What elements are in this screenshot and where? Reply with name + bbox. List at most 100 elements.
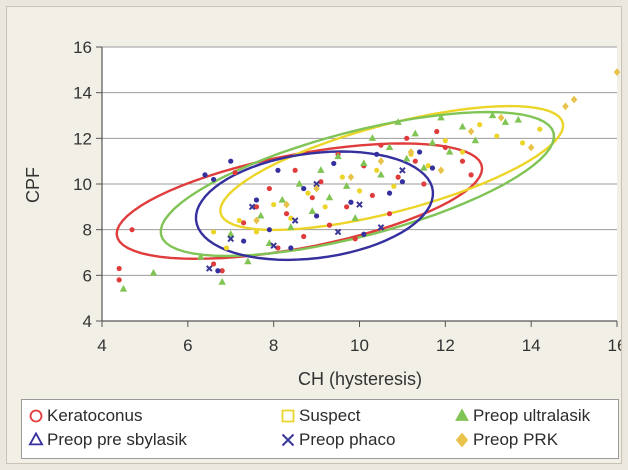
x-tick-label: 16 bbox=[608, 336, 621, 355]
data-point bbox=[270, 242, 277, 249]
data-point bbox=[318, 179, 324, 185]
data-point bbox=[253, 197, 260, 203]
data-point bbox=[442, 144, 448, 151]
series-preop-phaco bbox=[205, 166, 406, 272]
data-point bbox=[356, 188, 363, 194]
data-point bbox=[215, 268, 221, 274]
scatter-chart: 4 6 8 10 12 14 16 4 6 8 10 12 14 16 CH (hysteresis) C… bbox=[23, 38, 621, 389]
data-point bbox=[228, 158, 234, 164]
legend-item-preop-phaco: Preop phaco bbox=[280, 430, 395, 450]
legend-marker-keratoconus bbox=[29, 409, 43, 423]
y-tick-label: 16 bbox=[73, 38, 92, 57]
data-point bbox=[313, 184, 320, 193]
data-point bbox=[253, 204, 260, 210]
data-point bbox=[537, 126, 543, 132]
y-axis-title: CPF bbox=[23, 167, 43, 203]
data-point bbox=[421, 181, 427, 187]
series-keratoconus bbox=[116, 128, 474, 283]
data-point bbox=[305, 190, 311, 196]
data-point bbox=[351, 214, 359, 221]
legend: Keratoconus Suspect Preop ultralasik Preop … bbox=[21, 399, 619, 459]
data-point bbox=[278, 195, 286, 203]
data-point bbox=[210, 176, 217, 183]
data-point bbox=[386, 190, 393, 196]
data-point bbox=[395, 174, 401, 180]
data-point bbox=[570, 95, 578, 104]
y-tick-label: 8 bbox=[83, 221, 92, 240]
data-point bbox=[295, 179, 304, 187]
data-point bbox=[429, 165, 436, 171]
data-point bbox=[428, 138, 437, 146]
ellipse-suspect bbox=[219, 104, 565, 232]
data-point bbox=[291, 217, 299, 224]
y-tick-label: 14 bbox=[73, 84, 92, 103]
y-tick-label: 10 bbox=[73, 175, 92, 194]
data-point bbox=[394, 118, 402, 125]
data-point bbox=[197, 252, 205, 260]
data-point bbox=[494, 133, 500, 139]
data-point bbox=[412, 158, 418, 164]
data-points bbox=[116, 68, 621, 292]
data-point bbox=[339, 174, 345, 180]
data-point bbox=[248, 203, 256, 211]
data-point bbox=[301, 185, 307, 192]
data-point bbox=[283, 200, 290, 209]
data-point bbox=[437, 113, 445, 121]
data-point bbox=[386, 211, 393, 217]
data-point bbox=[301, 233, 307, 240]
legend-symbol bbox=[28, 432, 44, 446]
legend-item-preop-prk: Preop PRK bbox=[454, 430, 558, 450]
data-point bbox=[374, 167, 380, 173]
legend-label: Suspect bbox=[299, 406, 361, 425]
data-point bbox=[236, 217, 242, 224]
y-tick-label: 6 bbox=[83, 266, 92, 285]
legend-item-preop-pre-sbylasik: Preop pre sbylasik bbox=[28, 430, 187, 450]
data-point bbox=[210, 261, 217, 267]
data-point bbox=[411, 129, 419, 137]
legend-item-keratoconus: Keratoconus bbox=[28, 406, 142, 426]
data-point bbox=[325, 193, 334, 201]
data-point bbox=[288, 245, 294, 251]
data-point bbox=[420, 163, 428, 171]
data-point bbox=[219, 268, 225, 274]
data-point bbox=[369, 192, 375, 199]
data-point bbox=[467, 127, 475, 136]
y-tick-label: 12 bbox=[73, 129, 92, 148]
data-point bbox=[562, 102, 569, 111]
data-point bbox=[241, 238, 247, 244]
data-point bbox=[501, 118, 510, 125]
data-point bbox=[458, 122, 467, 130]
data-point bbox=[352, 236, 358, 242]
data-point bbox=[202, 172, 208, 178]
data-point bbox=[361, 231, 367, 237]
data-point bbox=[287, 223, 295, 230]
series-suspect bbox=[210, 122, 543, 251]
data-point bbox=[385, 143, 394, 151]
data-point bbox=[347, 173, 355, 182]
data-point bbox=[360, 159, 368, 167]
data-point bbox=[342, 182, 351, 189]
data-point bbox=[253, 229, 260, 235]
data-point bbox=[119, 284, 128, 292]
legend-marker-preop-ultralasik bbox=[455, 408, 469, 421]
data-point bbox=[445, 147, 454, 155]
data-point bbox=[356, 201, 363, 208]
data-point bbox=[488, 111, 497, 119]
y-tick-label: 4 bbox=[83, 312, 92, 331]
data-point bbox=[223, 245, 230, 251]
axes: 4 6 8 10 12 14 16 4 6 8 10 12 14 16 bbox=[73, 38, 621, 355]
x-tick-label: 14 bbox=[522, 336, 541, 355]
legend-label: Preop pre sbylasik bbox=[47, 430, 187, 449]
x-tick-label: 6 bbox=[183, 336, 192, 355]
x-axis-title: CH (hysteresis) bbox=[298, 369, 422, 389]
data-point bbox=[377, 170, 385, 178]
legend-symbol bbox=[455, 432, 469, 448]
data-point bbox=[434, 128, 440, 135]
legend-label: Preop PRK bbox=[473, 430, 559, 449]
data-point bbox=[322, 204, 328, 210]
data-point bbox=[313, 213, 320, 219]
data-point bbox=[334, 152, 342, 160]
data-point bbox=[407, 148, 415, 156]
data-point bbox=[241, 220, 247, 226]
data-point bbox=[210, 229, 217, 235]
